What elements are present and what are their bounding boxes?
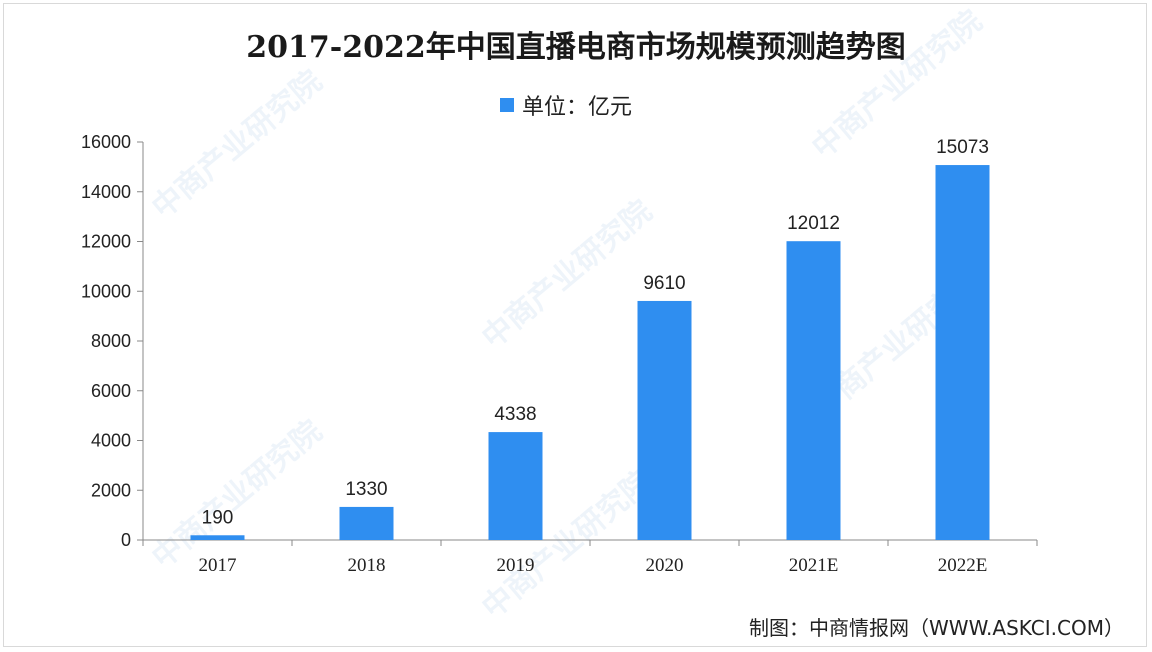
x-tick-label: 2019	[497, 555, 535, 576]
source-credit: 制图：中商情报网（WWW.ASKCI.COM）	[749, 616, 1124, 640]
y-tick-label: 14000	[81, 182, 131, 202]
data-label: 1330	[345, 479, 387, 500]
x-tick-label: 2018	[348, 555, 386, 576]
x-tick-label: 2020	[646, 555, 684, 576]
data-label: 190	[202, 507, 234, 528]
data-label: 4338	[494, 404, 536, 425]
bar	[935, 165, 990, 540]
bar	[190, 535, 245, 540]
chart-frame	[3, 3, 1147, 647]
legend-label: 单位：亿元	[522, 95, 633, 120]
legend-swatch	[500, 98, 514, 112]
y-tick-label: 6000	[91, 381, 131, 401]
y-tick-label: 8000	[91, 331, 131, 351]
y-tick-label: 10000	[81, 281, 131, 301]
x-tick-label: 2017	[199, 555, 237, 576]
chart-title: 2017-2022年中国直播电商市场规模预测趋势图	[246, 30, 906, 65]
y-tick-label: 0	[121, 530, 131, 550]
bar	[637, 300, 692, 540]
legend: 单位：亿元	[500, 90, 632, 120]
y-tick-label: 12000	[81, 232, 131, 252]
bar	[786, 241, 841, 540]
bar	[339, 506, 394, 540]
y-tick-label: 2000	[91, 480, 131, 500]
data-label: 15073	[936, 137, 989, 158]
y-tick-label: 16000	[81, 132, 131, 152]
data-label: 12012	[787, 213, 840, 234]
bar	[488, 432, 543, 540]
y-tick-label: 4000	[91, 431, 131, 451]
x-tick-label: 2021E	[789, 555, 839, 576]
x-tick-label: 2022E	[938, 555, 988, 576]
data-label: 9610	[643, 273, 685, 294]
